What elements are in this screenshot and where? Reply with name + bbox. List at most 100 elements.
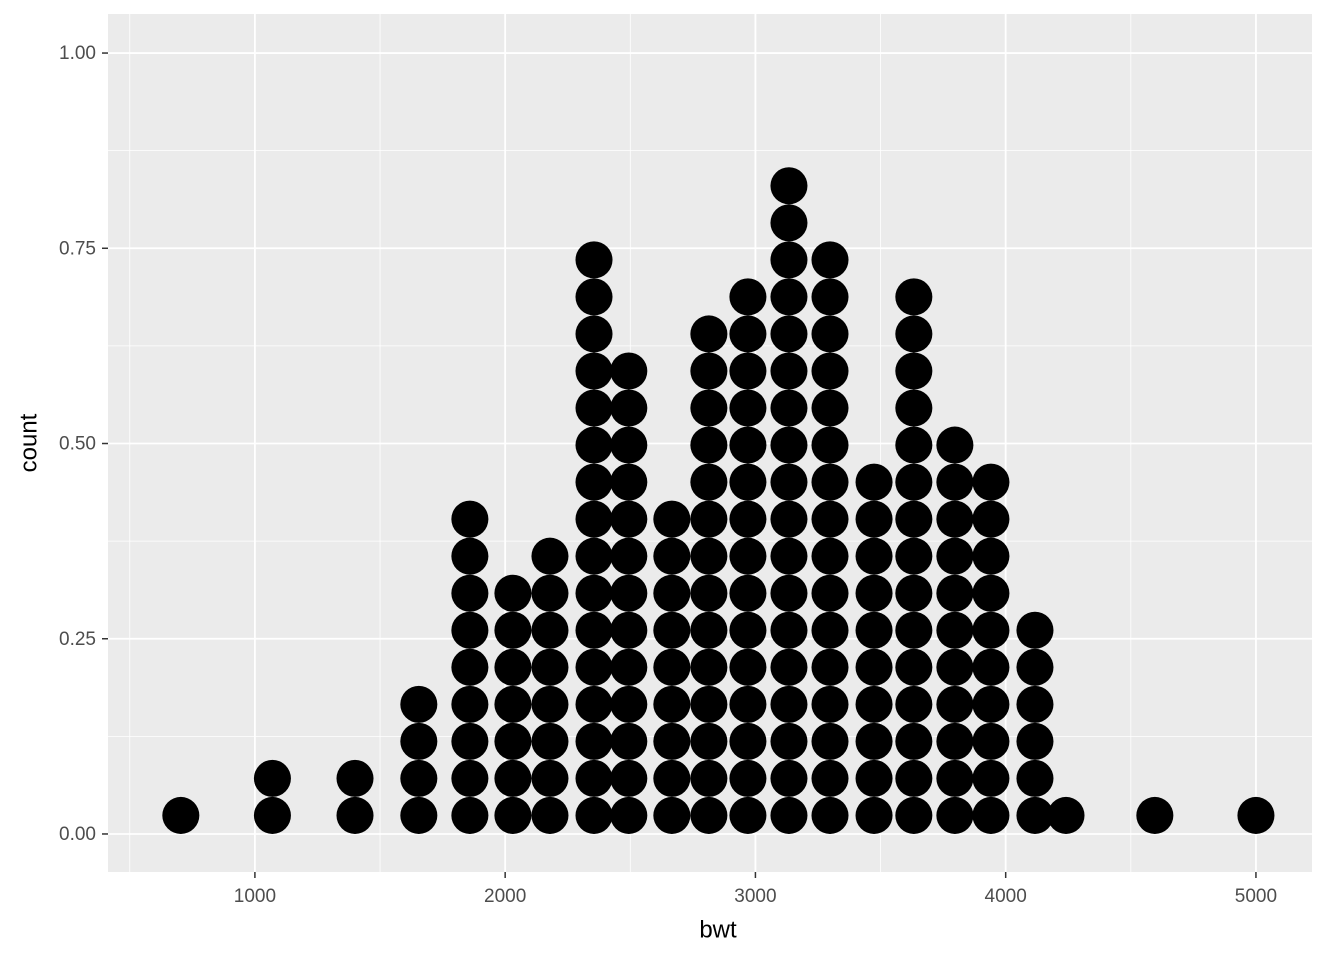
dot	[895, 722, 933, 760]
dot	[531, 722, 569, 760]
dot	[936, 611, 974, 649]
dot	[531, 796, 569, 834]
dot	[729, 315, 767, 353]
dot	[653, 685, 691, 723]
dot	[690, 537, 728, 575]
dot	[972, 537, 1010, 575]
dot	[895, 278, 933, 316]
dot-stack	[1047, 796, 1085, 834]
dot	[610, 759, 648, 797]
dot	[770, 426, 808, 464]
dot	[575, 796, 613, 834]
dot	[972, 685, 1010, 723]
dot	[494, 796, 532, 834]
dot	[690, 648, 728, 686]
dot	[729, 685, 767, 723]
dot	[610, 648, 648, 686]
dot	[770, 648, 808, 686]
dot	[895, 648, 933, 686]
dot	[729, 611, 767, 649]
dot	[811, 685, 849, 723]
dot	[729, 278, 767, 316]
dot	[936, 426, 974, 464]
dot	[855, 648, 893, 686]
dot-stack	[253, 759, 291, 834]
dot	[936, 685, 974, 723]
dot	[610, 426, 648, 464]
dot	[690, 722, 728, 760]
dot	[451, 648, 489, 686]
dot	[690, 796, 728, 834]
dot-stack	[531, 537, 569, 834]
x-tick-label: 4000	[985, 886, 1027, 907]
dot	[531, 685, 569, 723]
dot-stack	[895, 278, 933, 834]
dot	[1016, 611, 1054, 649]
dot	[936, 500, 974, 538]
dot	[855, 722, 893, 760]
dot	[729, 463, 767, 501]
dot	[770, 500, 808, 538]
dot	[610, 722, 648, 760]
dot-stack	[400, 685, 438, 834]
dot	[729, 796, 767, 834]
dot	[690, 500, 728, 538]
dot	[531, 574, 569, 612]
dot-stack	[575, 241, 613, 834]
dot	[451, 685, 489, 723]
dot	[855, 611, 893, 649]
dot	[336, 759, 374, 797]
dot	[770, 389, 808, 427]
dot	[770, 463, 808, 501]
dot	[494, 722, 532, 760]
dot	[855, 574, 893, 612]
dot	[690, 315, 728, 353]
x-tick-label: 2000	[484, 886, 526, 907]
dot	[1016, 648, 1054, 686]
x-axis-label: bwt	[699, 916, 737, 943]
dot	[936, 537, 974, 575]
dot	[895, 426, 933, 464]
dot	[811, 796, 849, 834]
dot	[531, 648, 569, 686]
dot	[895, 352, 933, 390]
y-tick-label: 0.75	[59, 238, 96, 259]
dot	[936, 463, 974, 501]
dot	[451, 500, 489, 538]
y-tick-label: 0.25	[59, 629, 96, 650]
dot-stack	[729, 278, 767, 834]
dot	[531, 537, 569, 575]
dot	[1016, 796, 1054, 834]
dot	[770, 278, 808, 316]
dot	[729, 389, 767, 427]
dot	[855, 759, 893, 797]
dot	[895, 796, 933, 834]
dot-stack	[855, 463, 893, 834]
dot	[811, 278, 849, 316]
dot	[811, 241, 849, 279]
dot	[770, 204, 808, 242]
dot	[690, 759, 728, 797]
dot	[653, 759, 691, 797]
dot	[855, 500, 893, 538]
dot	[770, 167, 808, 205]
dot	[1016, 722, 1054, 760]
dot	[451, 574, 489, 612]
dot	[770, 685, 808, 723]
dot	[895, 389, 933, 427]
dot	[972, 500, 1010, 538]
dot	[610, 352, 648, 390]
dot-stack	[494, 574, 532, 834]
dot	[575, 537, 613, 575]
dot	[653, 574, 691, 612]
dot	[575, 352, 613, 390]
dot	[610, 574, 648, 612]
dot	[610, 463, 648, 501]
dot	[494, 574, 532, 612]
dot	[575, 648, 613, 686]
dot	[729, 759, 767, 797]
dot-stack	[1016, 611, 1054, 834]
dot	[936, 648, 974, 686]
dot	[972, 611, 1010, 649]
